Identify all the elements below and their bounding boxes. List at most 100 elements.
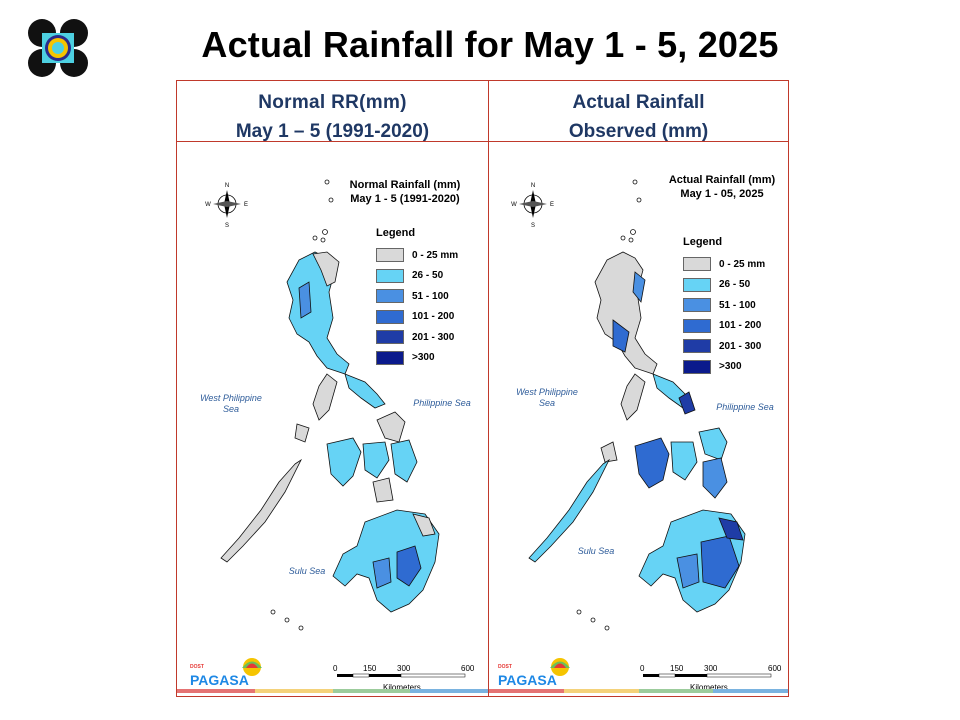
scale-tick: 600 (768, 664, 782, 673)
legend-swatch (376, 289, 404, 304)
scale-tick: 600 (461, 664, 475, 673)
left-east-sea-label: Philippine Sea (413, 398, 471, 408)
slide-title: Actual Rainfall for May 1 - 5, 2025 (201, 24, 779, 65)
scale-tick: 300 (397, 664, 411, 673)
legend-item: 51 - 100 (376, 286, 458, 307)
scale-tick: 150 (363, 664, 377, 673)
right-east-sea-label: Philippine Sea (716, 402, 774, 412)
legend-label: 0 - 25 mm (719, 258, 766, 270)
left-rainfall-map: N S W E (205, 179, 466, 678)
legend-label: 101 - 200 (719, 320, 762, 332)
legend-item: 51 - 100 (683, 295, 765, 316)
scale-bar (337, 673, 466, 678)
palawan-island (528, 458, 611, 563)
scale-bar (643, 673, 772, 678)
scale-unit: Kilometers (690, 683, 728, 692)
legend-item: 201 - 300 (683, 336, 765, 357)
legend-label: 0 - 25 mm (412, 249, 459, 261)
legend-item: 26 - 50 (376, 266, 458, 287)
svg-text:S: S (531, 223, 535, 229)
legend-item: 0 - 25 mm (376, 245, 458, 266)
legend-swatch (376, 248, 404, 263)
visayas-region (294, 411, 418, 503)
legend-swatch (376, 350, 404, 365)
left-south-sea-label: Sulu Sea (288, 566, 326, 576)
svg-text:E: E (550, 202, 554, 208)
legend-title: Legend (683, 236, 723, 248)
legend-label: 51 - 100 (719, 299, 756, 311)
svg-text:E: E (244, 202, 248, 208)
small-islands (270, 179, 334, 631)
svg-text:S: S (225, 223, 229, 229)
panel-divider (488, 80, 489, 697)
right-south-sea-label: Sulu Sea (577, 546, 615, 556)
legend-item: 26 - 50 (683, 275, 765, 296)
scale-tick: 150 (670, 664, 684, 673)
legend-label: >300 (412, 352, 435, 364)
svg-text:W: W (511, 202, 517, 208)
svg-text:DOST: DOST (498, 664, 512, 670)
legend-swatch (683, 339, 711, 354)
left-legend: Legend 0 - 25 mm 26 - 50 51 - 100 101 - 200… (376, 227, 458, 368)
pagasa-emblem-icon: PAGASA DOST (498, 658, 570, 688)
legend-label: 26 - 50 (412, 270, 444, 282)
legend-label: 201 - 300 (412, 331, 455, 343)
legend-swatch (376, 309, 404, 324)
right-west-sea-label: West Philippine Sea (516, 387, 578, 408)
svg-text:DOST: DOST (190, 664, 204, 670)
legend-swatch (683, 318, 711, 333)
left-pagasa-logo: PAGASA DOST (188, 655, 270, 691)
comparison-frame (176, 80, 789, 697)
svg-text:PAGASA: PAGASA (498, 672, 557, 688)
legend-swatch (376, 268, 404, 283)
legend-title: Legend (376, 227, 416, 239)
right-pagasa-logo: PAGASA DOST (496, 655, 578, 691)
right-heading-line1: Actual Rainfall (572, 92, 705, 113)
agency-logo (28, 19, 88, 77)
legend-rows: 0 - 25 mm 26 - 50 51 - 100 101 - 200 201 - 3… (683, 254, 765, 377)
scale-unit: Kilometers (383, 683, 421, 692)
legend-swatch (683, 257, 711, 272)
legend-label: 101 - 200 (412, 311, 455, 323)
legend-item: 0 - 25 mm (683, 254, 765, 275)
legend-rows: 0 - 25 mm 26 - 50 51 - 100 101 - 200 201 - 3… (376, 245, 458, 368)
scale-tick: 300 (704, 664, 718, 673)
svg-text:N: N (531, 183, 535, 189)
right-rainfall-map: N S W E (511, 179, 772, 678)
legend-label: 26 - 50 (719, 279, 751, 291)
compass-rose-icon: N S W E (205, 183, 248, 229)
scale-tick: 0 (640, 664, 645, 673)
header-divider (176, 141, 789, 142)
left-map-title: Normal Rainfall (mm) May 1 - 5 (1991-202… (345, 178, 465, 206)
svg-text:W: W (205, 202, 211, 208)
svg-text:N: N (225, 183, 229, 189)
left-heading-line2: May 1 – 5 (1991-2020) (235, 121, 430, 142)
legend-swatch (683, 359, 711, 374)
legend-item: >300 (376, 348, 458, 369)
legend-swatch (683, 298, 711, 313)
left-scale-labels: 0 150 300 600 Kilometers (333, 664, 475, 692)
left-panel-heading: Normal RR(mm) May 1 – 5 (1991-2020) (177, 88, 488, 146)
legend-item: 101 - 200 (376, 307, 458, 328)
palawan-island (220, 458, 303, 563)
svg-text:PAGASA: PAGASA (190, 672, 249, 688)
right-map-title-line1: Actual Rainfall (mm) (668, 174, 776, 186)
legend-label: >300 (719, 361, 742, 373)
right-map-title-line2: May 1 - 05, 2025 (680, 188, 764, 200)
luzon-region (286, 251, 386, 421)
right-scale-labels: 0 150 300 600 Kilometers (640, 664, 782, 692)
legend-label: 201 - 300 (719, 340, 762, 352)
legend-item: 201 - 300 (376, 327, 458, 348)
right-legend: Legend 0 - 25 mm 26 - 50 51 - 100 101 - 200… (683, 236, 765, 377)
compass-rose-icon: N S W E (511, 183, 554, 229)
right-map-title: Actual Rainfall (mm) May 1 - 05, 2025 (660, 173, 784, 201)
legend-item: 101 - 200 (683, 316, 765, 337)
visayas-region (600, 427, 728, 499)
pagasa-emblem-icon: PAGASA DOST (190, 658, 262, 688)
left-map-title-line2: May 1 - 5 (1991-2020) (350, 193, 460, 205)
luzon-region (594, 251, 696, 421)
legend-swatch (376, 330, 404, 345)
left-color-strip (177, 689, 488, 693)
left-west-sea-label: West Philippine Sea (200, 393, 262, 414)
mindanao-region (638, 509, 746, 613)
